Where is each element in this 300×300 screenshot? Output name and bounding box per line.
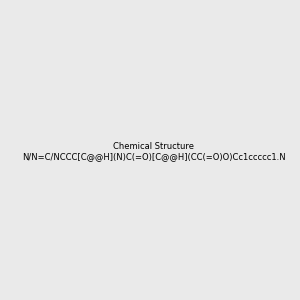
Text: Chemical Structure
N/N=C/NCCC[C@@H](N)C(=O)[C@@H](CC(=O)O)Cc1ccccc1.N: Chemical Structure N/N=C/NCCC[C@@H](N)C(… [22, 142, 286, 161]
